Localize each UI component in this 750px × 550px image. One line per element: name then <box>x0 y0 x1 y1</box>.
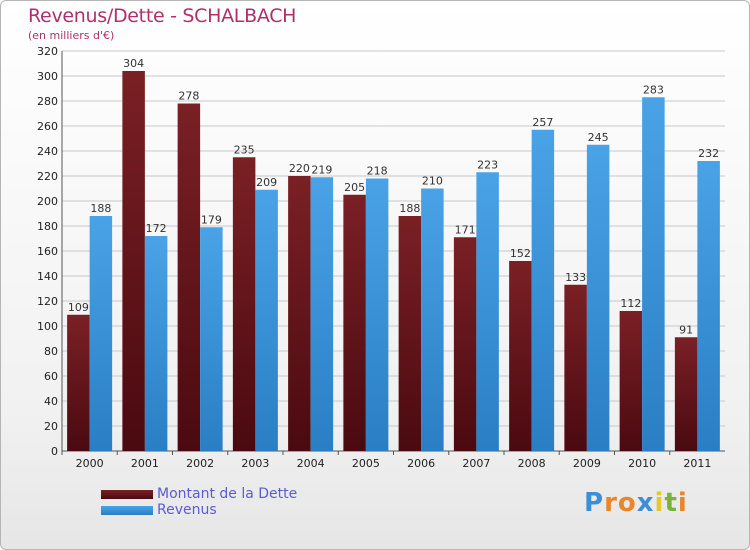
logo-letter: i <box>654 488 665 518</box>
y-tick-label: 120 <box>37 295 58 308</box>
legend-label-dette: Montant de la Dette <box>157 486 298 502</box>
data-label-dette: 171 <box>455 223 476 236</box>
data-label-dette: 304 <box>123 57 144 70</box>
x-tick-label: 2010 <box>628 457 656 470</box>
y-tick-label: 320 <box>37 45 58 58</box>
logo-letter: x <box>636 488 655 518</box>
bar-revenus <box>421 188 444 451</box>
chart-title: Revenus/Dette - SCHALBACH <box>28 5 297 27</box>
bar-dette <box>288 176 311 451</box>
x-tick-label: 2000 <box>76 457 104 470</box>
bar-dette <box>232 157 256 451</box>
grid <box>62 50 725 452</box>
bar-revenus <box>642 97 665 451</box>
bar-revenus <box>255 189 278 451</box>
bar-dette <box>177 103 201 451</box>
y-tick-label: 140 <box>37 270 58 283</box>
x-axis: 2000 2001 2002 2003 2004 2005 2006 2007 2008 2009… <box>61 451 711 470</box>
data-label-revenus: 219 <box>311 163 332 176</box>
x-tick-label: 2001 <box>131 457 159 470</box>
bar-dette <box>343 194 366 451</box>
logo-letter: t <box>664 488 678 518</box>
bar-dette <box>509 261 532 451</box>
bar-revenus <box>531 129 555 451</box>
bar-dette <box>674 337 698 451</box>
x-tick-label: 2008 <box>518 457 546 470</box>
bar-dette <box>398 216 422 451</box>
data-label-dette: 235 <box>234 143 255 156</box>
bars <box>67 71 720 451</box>
y-axis: 0 20 40 60 80 100 120 140 160 180 200 220 240 260 280 3… <box>37 45 725 458</box>
y-tick-label: 100 <box>37 320 58 333</box>
data-label-revenus: 210 <box>422 175 443 188</box>
logo-letter: i <box>677 488 688 518</box>
logo-letter: r <box>604 488 618 518</box>
bar-revenus <box>476 172 499 451</box>
bar-revenus <box>200 227 223 451</box>
y-tick-label: 180 <box>37 220 58 233</box>
y-tick-label: 240 <box>37 145 58 158</box>
data-label-revenus: 188 <box>90 202 111 215</box>
y-tick-label: 40 <box>44 395 58 408</box>
y-tick-label: 200 <box>37 195 58 208</box>
data-label-dette: 278 <box>178 90 199 103</box>
bar-revenus <box>365 178 389 451</box>
chart-subtitle: (en milliers d'€) <box>28 29 115 42</box>
data-label-revenus: 283 <box>643 83 664 96</box>
x-tick-label: 2007 <box>462 457 490 470</box>
data-label-dette: 91 <box>679 323 693 336</box>
data-label-revenus: 223 <box>477 158 498 171</box>
y-tick-label: 20 <box>44 420 58 433</box>
data-label-revenus: 232 <box>698 147 719 160</box>
bar-dette <box>619 311 643 451</box>
logo-letter: o <box>617 488 637 518</box>
data-label-revenus: 209 <box>256 176 277 189</box>
bar-dette <box>122 71 145 451</box>
bar-dette <box>564 284 587 451</box>
proxiti-logo: Proxiti <box>584 488 688 518</box>
data-label-dette: 109 <box>68 301 89 314</box>
data-label-revenus: 257 <box>532 116 553 129</box>
legend-swatch-revenus <box>101 506 153 515</box>
x-tick-label: 2004 <box>297 457 325 470</box>
bar-dette <box>453 237 477 451</box>
x-tick-label: 2003 <box>241 457 269 470</box>
bar-revenus <box>310 177 334 451</box>
data-label-revenus: 245 <box>588 131 609 144</box>
y-tick-label: 300 <box>37 70 58 83</box>
x-tick-label: 2009 <box>573 457 601 470</box>
bar-dette <box>67 314 90 451</box>
y-tick-label: 0 <box>51 445 58 458</box>
data-label-dette: 205 <box>344 181 365 194</box>
data-label-dette: 133 <box>565 271 586 284</box>
data-label-dette: 152 <box>510 247 531 260</box>
bar-revenus <box>586 144 610 451</box>
x-tick-label: 2011 <box>683 457 711 470</box>
x-tick-label: 2006 <box>407 457 435 470</box>
legend-label-revenus: Revenus <box>157 502 217 518</box>
y-tick-label: 80 <box>44 345 58 358</box>
bar-revenus <box>89 216 113 451</box>
data-label-revenus: 179 <box>201 213 222 226</box>
data-label-dette: 188 <box>399 202 420 215</box>
y-tick-label: 160 <box>37 245 58 258</box>
bar-revenus <box>697 161 720 451</box>
bar-revenus <box>144 236 168 451</box>
x-tick-label: 2002 <box>186 457 214 470</box>
data-label-revenus: 218 <box>367 165 388 178</box>
data-label-revenus: 172 <box>146 222 167 235</box>
y-tick-label: 220 <box>37 170 58 183</box>
y-tick-label: 260 <box>37 120 58 133</box>
logo-letter: P <box>584 488 605 518</box>
data-label-dette: 112 <box>620 297 641 310</box>
x-tick-label: 2005 <box>352 457 380 470</box>
data-label-dette: 220 <box>289 162 310 175</box>
y-tick-label: 280 <box>37 95 58 108</box>
legend-swatch-dette <box>101 490 153 499</box>
y-tick-label: 60 <box>44 370 58 383</box>
